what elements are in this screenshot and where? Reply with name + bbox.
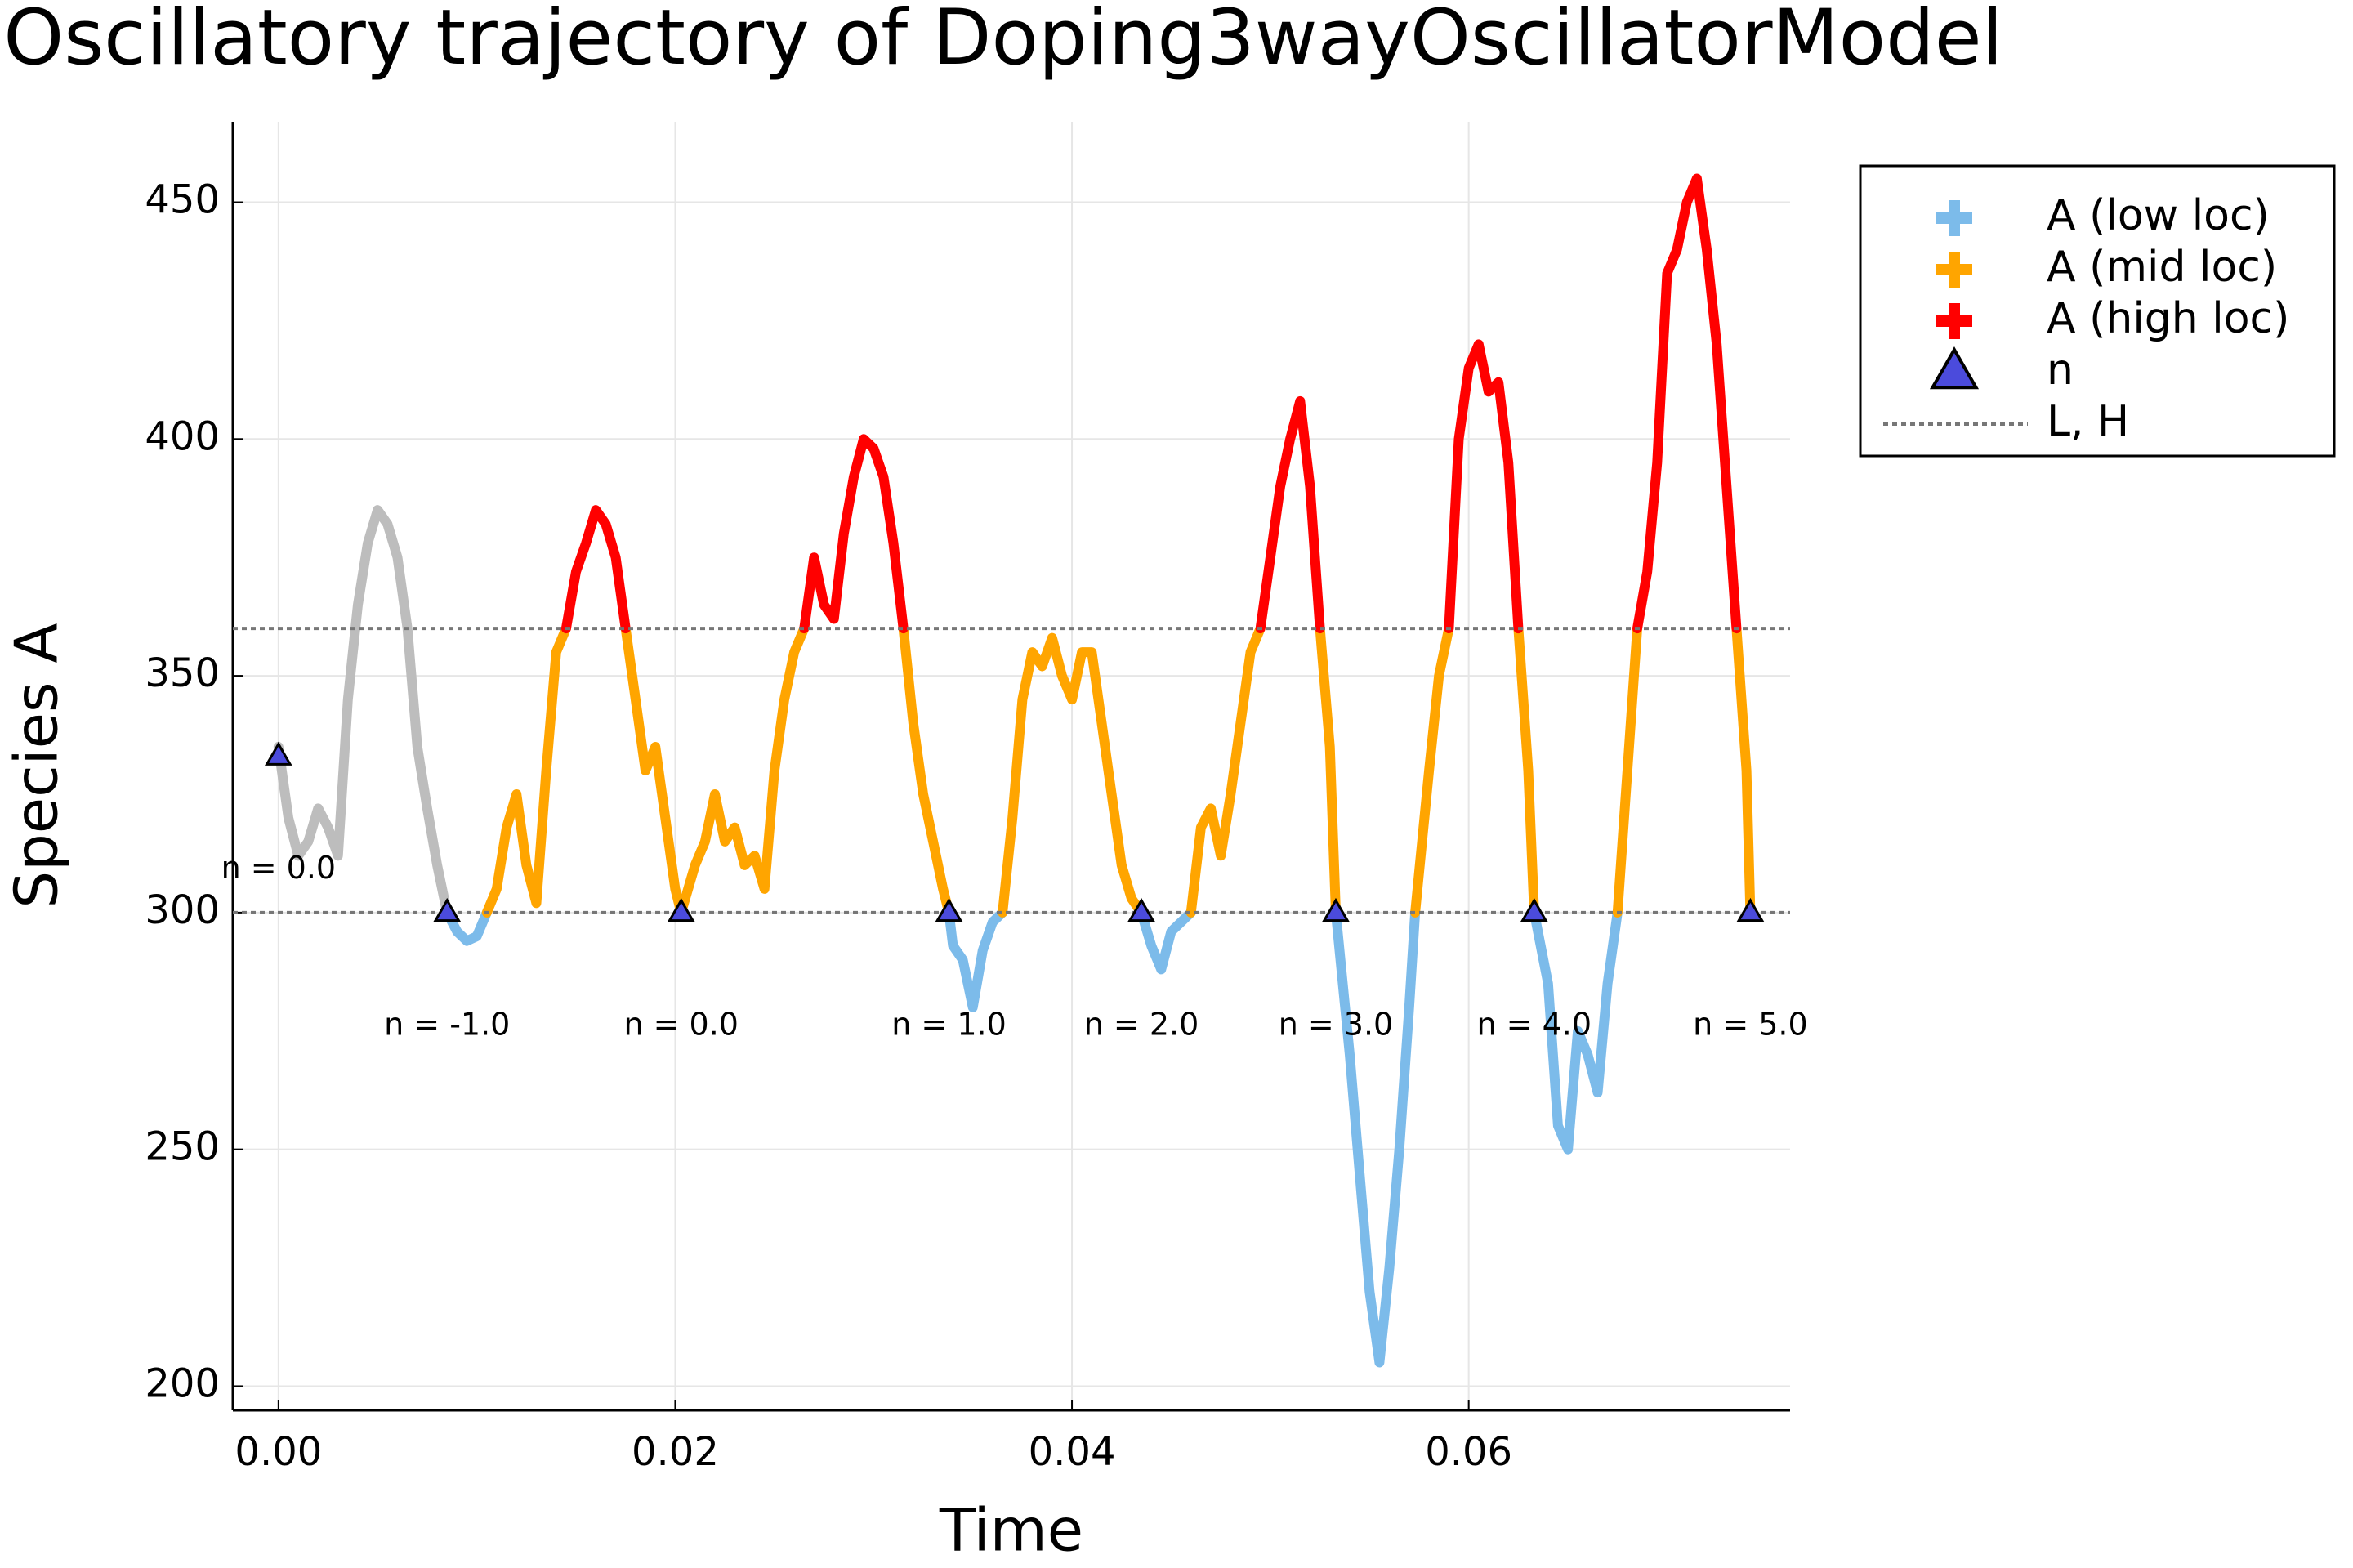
n-marker <box>1127 897 1155 922</box>
annotation: n = -1.0 <box>384 1006 510 1042</box>
y-tick-label: 200 <box>145 1360 220 1406</box>
trajectory <box>273 505 453 918</box>
legend-label: L, H <box>2047 397 2129 446</box>
n-marker <box>667 897 695 922</box>
annotation: n = 4.0 <box>1477 1006 1592 1042</box>
legend-marker <box>1929 346 1980 390</box>
legend-marker <box>1936 303 1972 339</box>
y-tick-label: 300 <box>145 887 220 933</box>
x-tick-label: 0.06 <box>1425 1429 1512 1475</box>
y-tick-label: 250 <box>145 1124 220 1170</box>
legend-label: A (high loc) <box>2047 294 2289 343</box>
annotation: n = 2.0 <box>1084 1006 1199 1042</box>
annotation: n = 3.0 <box>1279 1006 1394 1042</box>
legend-marker <box>1936 200 1972 236</box>
trajectory <box>442 907 1623 1368</box>
legend-label: A (mid loc) <box>2047 243 2277 292</box>
n-marker <box>1322 897 1350 922</box>
x-tick-label: 0.00 <box>234 1429 322 1475</box>
n-marker <box>1736 897 1765 922</box>
y-tick-label: 400 <box>145 413 220 459</box>
legend-label: n <box>2047 346 2074 395</box>
x-axis-label: Time <box>939 1496 1083 1565</box>
annotation: n = 5.0 <box>1693 1006 1808 1042</box>
trajectory <box>481 623 1756 918</box>
annotation: n = 1.0 <box>891 1006 1007 1042</box>
legend-marker <box>1936 252 1972 288</box>
n-marker <box>1520 897 1548 922</box>
x-tick-label: 0.04 <box>1029 1429 1116 1475</box>
annotation: n = 0.0 <box>623 1006 739 1042</box>
chart-title: Oscillatory trajectory of Doping3wayOsci… <box>3 0 2003 83</box>
n-marker <box>935 897 963 922</box>
y-tick-label: 450 <box>145 177 220 223</box>
n-marker <box>433 897 462 922</box>
n-marker <box>265 741 292 766</box>
y-tick-label: 350 <box>145 650 220 696</box>
legend-label: A (low loc) <box>2047 191 2270 240</box>
trajectory <box>560 173 1742 634</box>
x-tick-label: 0.02 <box>632 1429 719 1475</box>
annotation: n = 0.0 <box>221 850 337 886</box>
legend: A (low loc)A (mid loc)A (high loc)nL, H <box>1859 164 2336 458</box>
y-axis-label: Species A <box>2 623 71 908</box>
